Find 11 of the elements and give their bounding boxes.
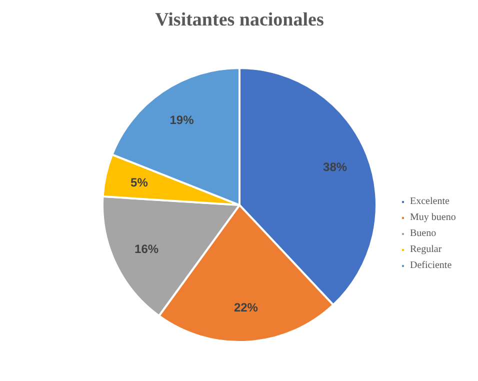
chart-title: Visitantes nacionales <box>155 10 324 30</box>
data-label: 5% <box>130 176 148 190</box>
data-label: 38% <box>323 160 348 174</box>
data-label: 19% <box>170 113 194 128</box>
data-label: 16% <box>134 242 159 256</box>
legend-label: Bueno <box>410 227 436 239</box>
data-label: 22% <box>234 300 258 315</box>
legend-label: Regular <box>410 243 442 255</box>
legend-label: Excelente <box>410 195 450 207</box>
legend-label: Deficiente <box>410 259 452 271</box>
legend-label: Muy bueno <box>410 211 456 223</box>
